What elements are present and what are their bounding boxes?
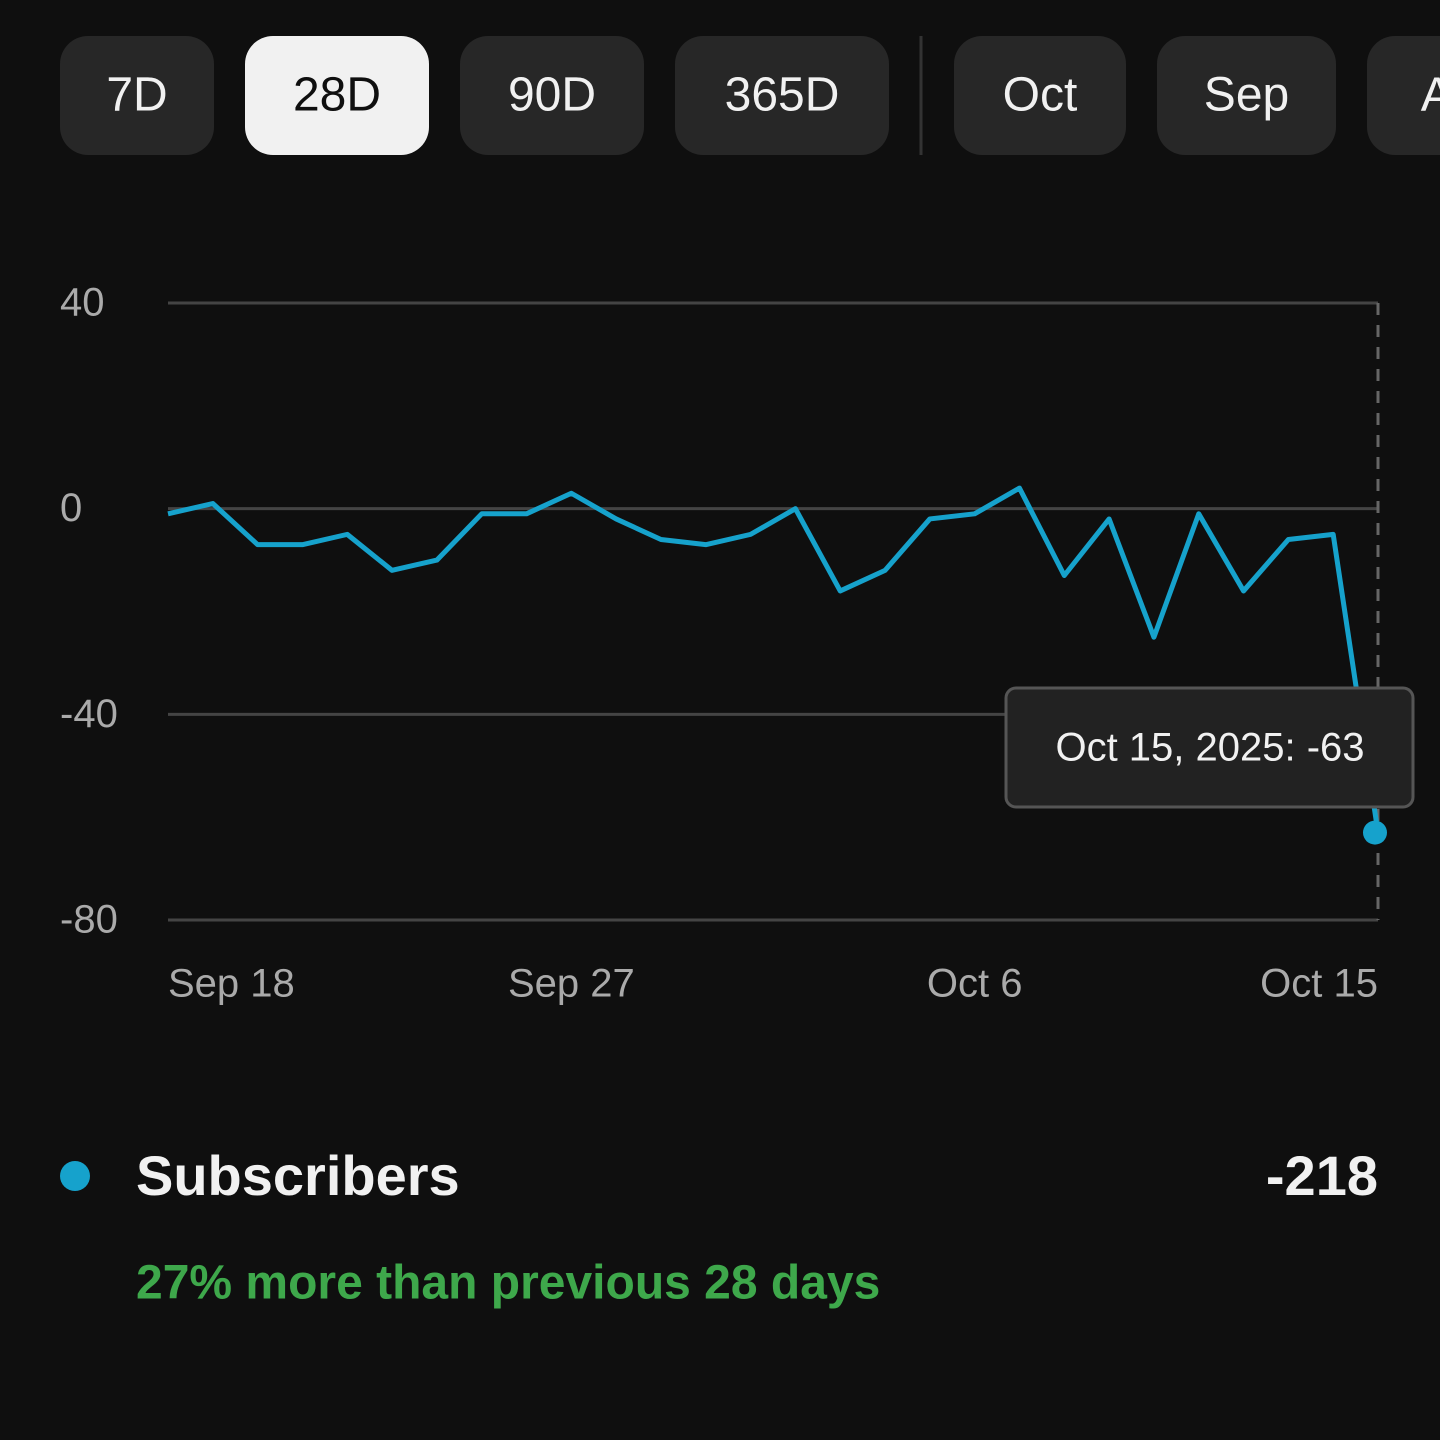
legend-dot [60,1161,90,1191]
tab-bg [460,36,644,155]
tab[interactable]: 90D [460,36,644,155]
y-tick-label: -40 [60,692,118,736]
legend-label: Subscribers [136,1144,460,1207]
tab[interactable]: 365D [675,36,889,155]
x-tick-label: Sep 18 [168,962,295,1006]
tab-label: 90D [508,69,596,122]
tab-label: 28D [293,69,381,122]
x-tick-label: Sep 27 [508,962,635,1006]
tab[interactable]: 28D [245,36,429,155]
y-tick-label: 40 [60,281,105,325]
tab-label: Sep [1204,69,1289,122]
tab-bg [245,36,429,155]
summary-total: -218 [1266,1144,1378,1207]
tab-bg [1157,36,1336,155]
tab[interactable]: Aug [1367,36,1440,155]
tab-label: Oct [1003,69,1078,122]
tab-label: Aug [1421,69,1440,122]
tab-label: 365D [725,69,840,122]
tab-bg [954,36,1126,155]
summary-comparison: 27% more than previous 28 days [136,1257,880,1310]
tab-bg [60,36,214,155]
tab[interactable]: 7D [60,36,214,155]
tab[interactable]: Oct [954,36,1126,155]
x-tick-label: Oct 6 [927,962,1023,1006]
x-tick-label: Oct 15 [1260,962,1378,1006]
y-tick-label: 0 [60,486,82,530]
series-line [167,485,1381,833]
hover-point [1363,820,1387,845]
tooltip-bg [1004,686,1415,809]
tab[interactable]: Sep [1157,36,1336,155]
tooltip-text: Oct 15, 2025: -63 [1055,726,1364,770]
tab-label: 7D [106,69,167,122]
tooltip: Oct 15, 2025: -63 [1004,686,1415,809]
y-tick-label: -80 [60,898,118,942]
tab-bg [1367,36,1440,155]
tab-bg [675,36,889,155]
